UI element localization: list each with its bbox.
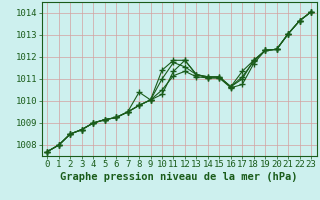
X-axis label: Graphe pression niveau de la mer (hPa): Graphe pression niveau de la mer (hPa) — [60, 172, 298, 182]
